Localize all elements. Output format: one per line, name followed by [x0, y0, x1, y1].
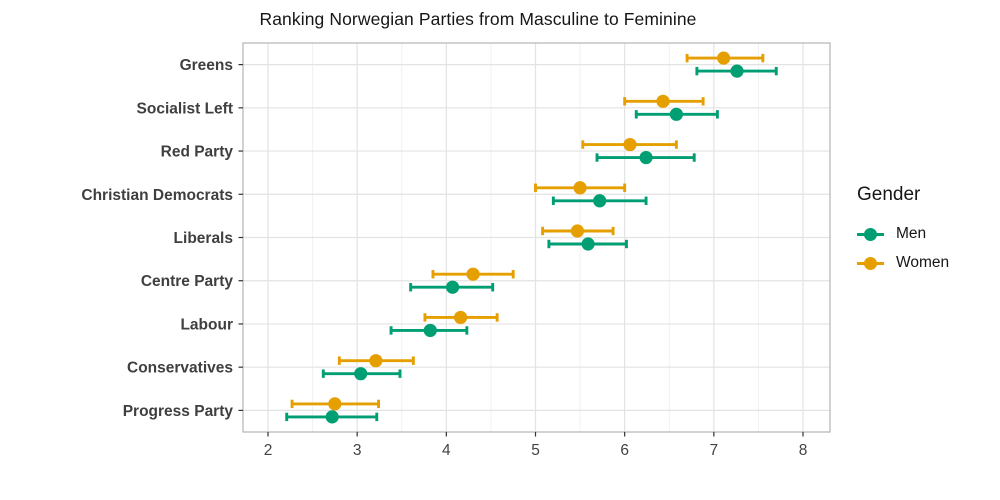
- point-women: [570, 224, 585, 238]
- x-tick-label: 7: [710, 442, 719, 459]
- x-tick-label: 6: [620, 442, 629, 459]
- y-axis-label: Liberals: [174, 230, 233, 247]
- point-men: [581, 237, 595, 251]
- x-tick-label: 3: [353, 442, 362, 459]
- point-men: [354, 367, 368, 381]
- point-women: [656, 94, 670, 108]
- chart-title: Ranking Norwegian Parties from Masculine…: [259, 9, 697, 29]
- point-men: [730, 64, 744, 78]
- legend: Gender Men Women: [857, 184, 949, 280]
- x-tick-label: 2: [264, 442, 273, 459]
- point-men: [593, 194, 607, 208]
- y-axis-label: Greens: [180, 57, 233, 74]
- y-axis-label: Conservatives: [127, 360, 233, 377]
- point-men: [639, 150, 653, 165]
- men-pointrange-icon: [857, 226, 884, 242]
- point-women: [466, 267, 480, 281]
- women-pointrange-icon: [857, 255, 884, 271]
- y-axis-label: Red Party: [161, 144, 234, 161]
- point-women: [369, 354, 383, 368]
- legend-title: Gender: [857, 184, 921, 205]
- y-axis-label: Christian Democrats: [81, 187, 233, 204]
- legend-label-women: Women: [896, 254, 950, 271]
- point-women: [454, 310, 468, 325]
- legend-item-women: Women: [857, 251, 949, 275]
- point-women: [573, 181, 587, 195]
- legend-label-men: Men: [896, 225, 927, 242]
- point-men: [423, 323, 437, 338]
- y-axis-label: Labour: [180, 316, 233, 333]
- y-axis-label: Socialist Left: [137, 100, 233, 117]
- y-axis-label: Centre Party: [141, 273, 234, 290]
- point-men: [669, 107, 683, 121]
- x-tick-label: 5: [531, 442, 540, 459]
- legend-item-men: Men: [857, 222, 949, 246]
- point-men: [445, 280, 460, 294]
- y-axis-label: Progress Party: [123, 403, 234, 420]
- x-tick-label: 8: [799, 442, 808, 459]
- point-women: [623, 137, 637, 152]
- point-men: [325, 410, 339, 424]
- x-tick-label: 4: [442, 442, 451, 459]
- point-women: [328, 397, 342, 411]
- point-women: [717, 51, 731, 65]
